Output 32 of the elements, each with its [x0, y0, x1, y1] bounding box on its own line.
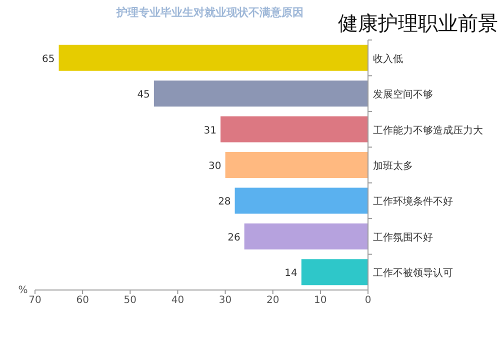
data-label: 31 — [204, 125, 217, 136]
y-tick-label: 工作能力不够造成压力大 — [373, 124, 483, 136]
text: 健康护理职业前景 — [338, 11, 498, 35]
x-tick-label: 20 — [266, 295, 280, 306]
x-tick-label: 10 — [314, 295, 327, 306]
bar — [154, 80, 368, 107]
x-tick-label: 40 — [171, 295, 184, 306]
bar — [244, 223, 368, 250]
chart-title: 护理专业毕业生对就业现状不满意原因 — [116, 6, 304, 19]
x-tick-label: 70 — [28, 295, 42, 306]
x-tick-label: 30 — [218, 295, 232, 306]
bar — [225, 152, 368, 178]
y-tick-label: 工作不被领导认可 — [373, 267, 453, 280]
y-tick-label: 加班太多 — [373, 160, 413, 172]
y-tick-label: 工作氛围不好 — [373, 232, 433, 244]
data-label: 45 — [137, 90, 150, 101]
x-tick-label: 0 — [364, 295, 372, 306]
y-tick-label: 工作环境条件不好 — [373, 196, 453, 208]
bar — [301, 259, 368, 286]
y-tick-label: 发展空间不够 — [373, 88, 433, 101]
x-axis-title: % — [18, 285, 28, 296]
data-label: 26 — [228, 232, 240, 244]
x-tick-label: 50 — [124, 295, 137, 306]
data-label: 65 — [42, 54, 55, 65]
data-label: 30 — [208, 161, 222, 172]
data-label: 14 — [284, 268, 298, 280]
bar — [220, 116, 368, 142]
x-tick-label: 60 — [76, 295, 89, 306]
bar — [234, 188, 368, 214]
data-label: 28 — [218, 196, 231, 208]
bar — [58, 44, 368, 71]
y-tick-label: 收入低 — [373, 52, 403, 65]
